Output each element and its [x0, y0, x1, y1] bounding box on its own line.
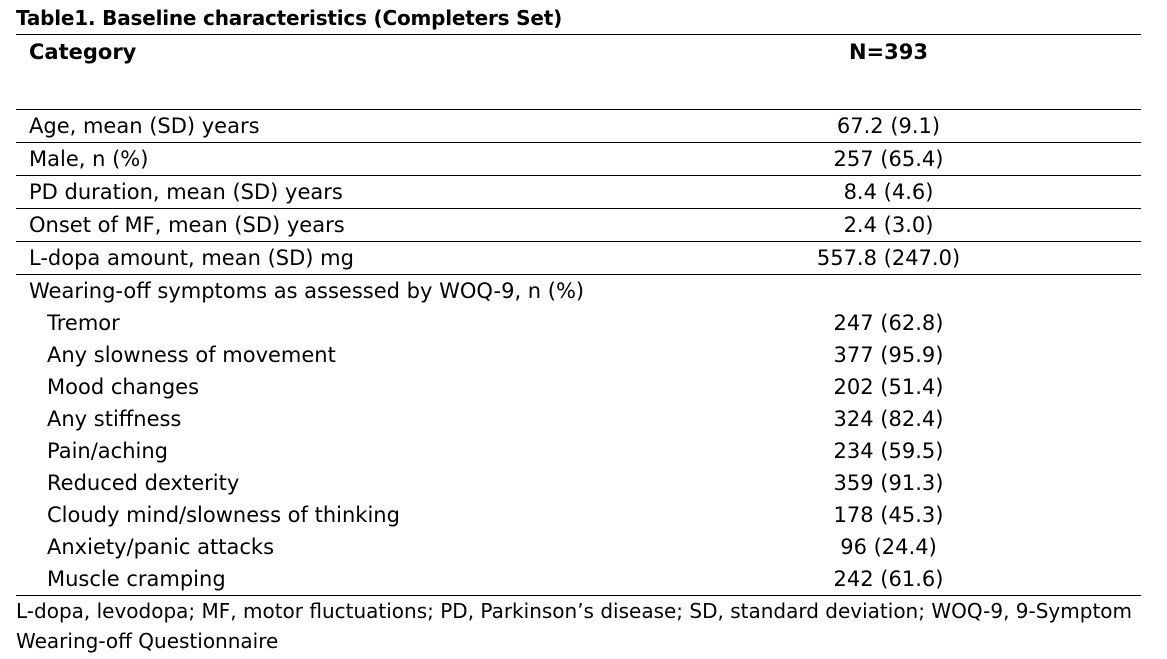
symptom-value: 178 (45.3) [833, 502, 944, 527]
symptom-value: 359 (91.3) [833, 470, 944, 495]
table-row: Any stiffness 324 (82.4) [16, 403, 1141, 435]
table-row: Reduced dexterity 359 (91.3) [16, 467, 1141, 499]
table-row: PD duration, mean (SD) years 8.4 (4.6) [16, 175, 1141, 209]
row-value: 2.4 (3.0) [696, 208, 1141, 242]
row-value: 8.4 (4.6) [696, 175, 1141, 209]
symptom-label: Tremor [47, 310, 120, 335]
symptom-label: Muscle cramping [16, 563, 696, 596]
table-row: Male, n (%) 257 (65.4) [16, 142, 1141, 176]
table-row: L-dopa amount, mean (SD) mg 557.8 (247.0… [16, 241, 1141, 275]
symptom-label: Reduced dexterity [47, 470, 240, 495]
woq-group-label: Wearing-off symptoms as assessed by WOQ-… [29, 278, 585, 303]
row-label: L-dopa amount, mean (SD) mg [16, 241, 696, 275]
symptom-value: 202 (51.4) [833, 374, 944, 399]
row-label: Age, mean (SD) years [16, 109, 696, 143]
symptom-value: 324 (82.4) [833, 406, 944, 431]
row-value: 557.8 (247.0) [696, 241, 1141, 275]
table-row: Pain/aching 234 (59.5) [16, 435, 1141, 467]
table-footnote: L-dopa, levodopa; MF, motor fluctuations… [16, 599, 1133, 653]
table-row: Age, mean (SD) years 67.2 (9.1) [16, 109, 1141, 143]
symptom-value: 377 (95.9) [833, 342, 944, 367]
table-row: Any slowness of movement 377 (95.9) [16, 339, 1141, 371]
table-row: Anxiety/panic attacks 96 (24.4) [16, 531, 1141, 563]
symptom-label: Mood changes [47, 374, 200, 399]
symptom-label: Any stiffness [47, 406, 182, 431]
table-row: Onset of MF, mean (SD) years 2.4 (3.0) [16, 208, 1141, 242]
table-row: Tremor 247 (62.8) [16, 307, 1141, 339]
baseline-characteristics-table: Category N=393 Age, mean (SD) years 67.2… [16, 34, 1141, 596]
table-row: Mood changes 202 (51.4) [16, 371, 1141, 403]
table-title: Table1. Baseline characteristics (Comple… [16, 6, 563, 30]
symptom-label: Cloudy mind/slowness of thinking [47, 502, 400, 527]
symptom-label: Pain/aching [47, 438, 169, 463]
table-row: Muscle cramping 242 (61.6) [16, 563, 1141, 596]
symptom-value: 247 (62.8) [833, 310, 944, 335]
table-row: Cloudy mind/slowness of thinking 178 (45… [16, 499, 1141, 531]
row-label: PD duration, mean (SD) years [16, 175, 696, 209]
symptom-value: 242 (61.6) [696, 563, 1141, 596]
group-header-row: Wearing-off symptoms as assessed by WOQ-… [16, 275, 1141, 308]
header-category: Category [16, 34, 696, 110]
header-n: N=393 [696, 34, 1141, 110]
row-label: Male, n (%) [16, 142, 696, 176]
symptom-value: 96 (24.4) [840, 534, 937, 559]
row-value: 257 (65.4) [696, 142, 1141, 176]
symptom-value: 234 (59.5) [833, 438, 944, 463]
row-value: 67.2 (9.1) [696, 109, 1141, 143]
row-label: Onset of MF, mean (SD) years [16, 208, 696, 242]
symptom-label: Anxiety/panic attacks [47, 534, 275, 559]
symptom-label: Any slowness of movement [47, 342, 336, 367]
table-header-row: Category N=393 [16, 34, 1141, 110]
